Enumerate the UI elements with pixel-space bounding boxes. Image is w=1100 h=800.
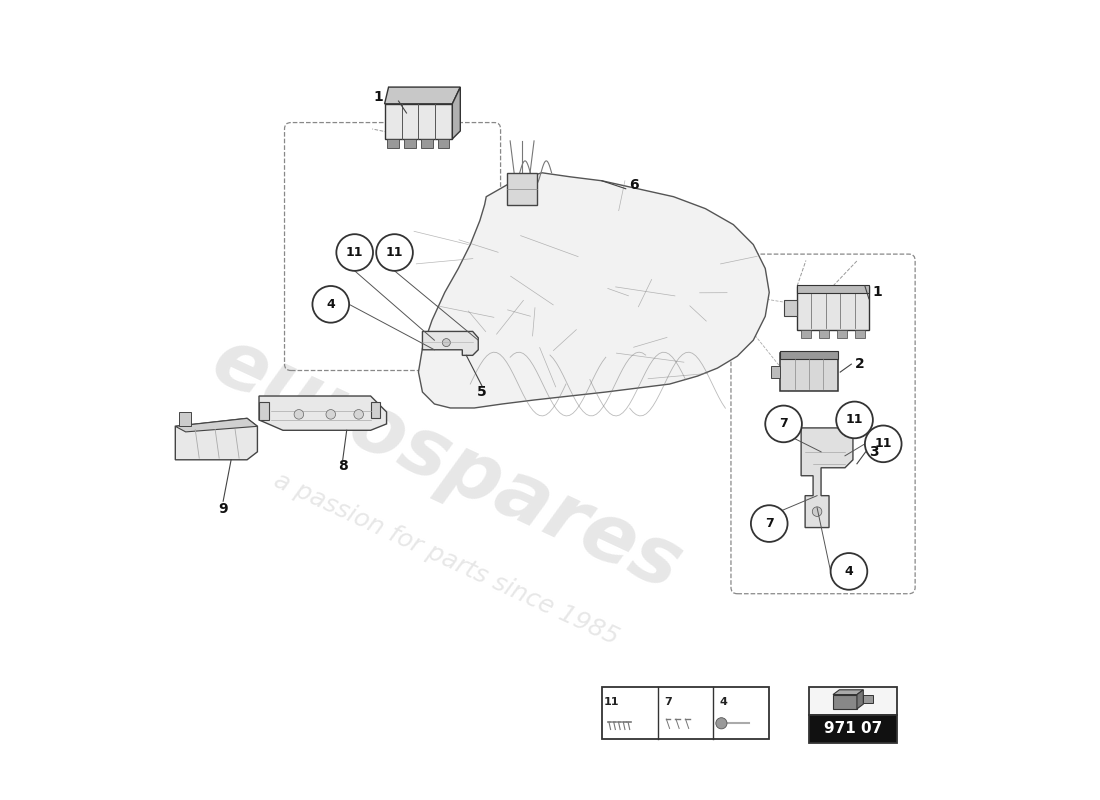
Polygon shape bbox=[857, 690, 864, 709]
Circle shape bbox=[354, 410, 363, 419]
Bar bbox=[798, 286, 869, 330]
Text: 7: 7 bbox=[663, 697, 671, 706]
Circle shape bbox=[830, 553, 867, 590]
Polygon shape bbox=[385, 87, 460, 104]
Polygon shape bbox=[864, 694, 873, 702]
Bar bbox=[258, 402, 268, 420]
Bar bbox=[784, 300, 798, 316]
Text: 971 07: 971 07 bbox=[824, 722, 882, 736]
Text: 3: 3 bbox=[869, 445, 879, 459]
Text: 11: 11 bbox=[345, 246, 363, 259]
Polygon shape bbox=[422, 331, 478, 355]
Text: 8: 8 bbox=[338, 459, 348, 473]
Bar bbox=[798, 285, 869, 293]
Bar bbox=[385, 104, 452, 139]
Text: 11: 11 bbox=[846, 414, 864, 426]
Circle shape bbox=[337, 234, 373, 271]
Bar bbox=[602, 687, 769, 739]
Bar bbox=[855, 330, 865, 338]
Polygon shape bbox=[833, 690, 864, 694]
Bar bbox=[810, 687, 896, 715]
Text: 4: 4 bbox=[719, 697, 727, 706]
Polygon shape bbox=[175, 418, 257, 460]
Text: 11: 11 bbox=[386, 246, 404, 259]
Text: 11: 11 bbox=[604, 697, 619, 706]
Bar bbox=[405, 139, 416, 149]
Text: 1: 1 bbox=[374, 90, 384, 104]
Text: a passion for parts since 1985: a passion for parts since 1985 bbox=[271, 469, 623, 650]
Circle shape bbox=[294, 410, 304, 419]
Text: eurospares: eurospares bbox=[199, 321, 693, 606]
Bar bbox=[438, 139, 450, 149]
Bar bbox=[507, 173, 537, 205]
Polygon shape bbox=[452, 87, 460, 139]
Circle shape bbox=[716, 718, 727, 729]
Text: 11: 11 bbox=[874, 438, 892, 450]
Bar bbox=[371, 402, 381, 418]
Text: 1: 1 bbox=[872, 286, 882, 299]
Polygon shape bbox=[833, 694, 857, 709]
Text: 4: 4 bbox=[845, 565, 854, 578]
Text: 7: 7 bbox=[779, 418, 788, 430]
Circle shape bbox=[326, 410, 336, 419]
Circle shape bbox=[312, 286, 349, 322]
Circle shape bbox=[766, 406, 802, 442]
Text: 4: 4 bbox=[327, 298, 336, 311]
Text: 2: 2 bbox=[855, 357, 865, 371]
Bar bbox=[780, 353, 838, 391]
Text: 6: 6 bbox=[629, 178, 638, 192]
Circle shape bbox=[865, 426, 902, 462]
Circle shape bbox=[442, 338, 450, 346]
Circle shape bbox=[376, 234, 412, 271]
Polygon shape bbox=[418, 173, 769, 408]
Bar bbox=[387, 139, 398, 149]
Text: 9: 9 bbox=[218, 502, 228, 516]
Polygon shape bbox=[258, 396, 386, 430]
Bar bbox=[801, 330, 811, 338]
Bar bbox=[780, 350, 838, 358]
Text: 5: 5 bbox=[477, 385, 487, 399]
Circle shape bbox=[836, 402, 873, 438]
Circle shape bbox=[812, 507, 822, 516]
Bar bbox=[421, 139, 432, 149]
Bar bbox=[820, 330, 828, 338]
Bar bbox=[810, 715, 896, 743]
Bar bbox=[179, 412, 191, 426]
Polygon shape bbox=[801, 428, 852, 527]
Circle shape bbox=[751, 506, 788, 542]
Bar bbox=[837, 330, 847, 338]
Text: 7: 7 bbox=[764, 517, 773, 530]
Polygon shape bbox=[175, 418, 257, 432]
Bar bbox=[771, 366, 780, 378]
